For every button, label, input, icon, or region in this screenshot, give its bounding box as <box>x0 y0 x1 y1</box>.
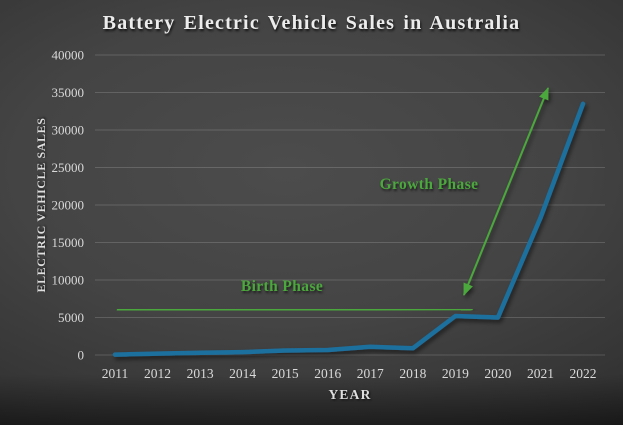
x-tick-label: 2020 <box>484 366 511 381</box>
y-axis-tick-labels: 0 5000 10000 15000 20000 25000 30000 35000 40000 <box>52 48 85 363</box>
x-tick-label: 2012 <box>144 366 171 381</box>
x-axis-title: YEAR <box>328 387 372 402</box>
x-tick-label: 2011 <box>102 366 129 381</box>
y-tick-label: 25000 <box>52 160 85 175</box>
y-tick-label: 0 <box>78 348 85 363</box>
x-axis-tick-labels: 2011 2012 2013 2014 2015 2016 2017 2018 2019 2020… <box>102 366 597 381</box>
growth-phase-arrow <box>462 87 550 296</box>
x-tick-label: 2018 <box>399 366 426 381</box>
x-tick-label: 2021 <box>527 366 554 381</box>
y-tick-label: 20000 <box>52 198 85 213</box>
y-tick-label: 30000 <box>52 123 85 138</box>
ev-sales-line-series <box>112 101 586 357</box>
x-tick-label: 2019 <box>442 366 469 381</box>
y-tick-label: 40000 <box>52 48 85 63</box>
x-tick-label: 2022 <box>570 366 597 381</box>
y-tick-label: 35000 <box>52 85 85 100</box>
x-tick-label: 2014 <box>229 366 256 381</box>
y-tick-label: 10000 <box>52 273 85 288</box>
x-tick-label: 2017 <box>357 366 384 381</box>
growth-phase-annotation-label: Growth Phase <box>379 176 479 193</box>
y-tick-label: 5000 <box>58 310 84 325</box>
birth-phase-arrow <box>116 304 474 315</box>
birth-phase-annotation-label: Birth Phase <box>240 278 324 295</box>
x-tick-label: 2013 <box>187 366 214 381</box>
chart-title: Battery Electric Vehicle Sales in Austra… <box>102 12 521 34</box>
x-tick-label: 2016 <box>314 366 341 381</box>
y-tick-label: 15000 <box>52 235 85 250</box>
x-tick-label: 2015 <box>272 366 299 381</box>
